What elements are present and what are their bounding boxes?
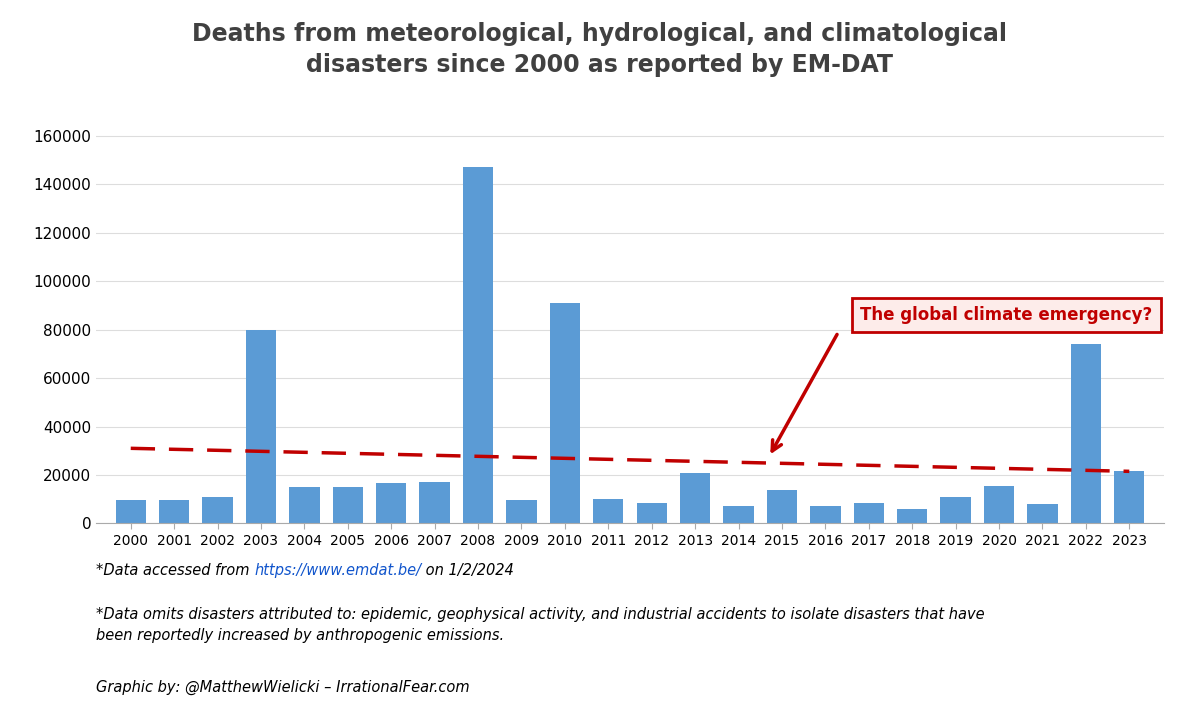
Bar — [984, 486, 1014, 523]
Bar — [115, 500, 146, 523]
Text: *Data accessed from: *Data accessed from — [96, 563, 254, 579]
Bar — [246, 329, 276, 523]
Bar — [767, 489, 797, 523]
Text: on 1/2/2024: on 1/2/2024 — [421, 563, 514, 579]
Bar — [898, 509, 928, 523]
Bar — [941, 497, 971, 523]
Bar — [158, 499, 190, 523]
Bar — [593, 499, 624, 523]
Text: Graphic by: @MatthewWielicki – IrrationalFear.com: Graphic by: @MatthewWielicki – Irrationa… — [96, 680, 469, 695]
Bar — [680, 473, 710, 523]
Bar — [289, 487, 319, 523]
Bar — [376, 483, 407, 523]
Bar — [1114, 471, 1145, 523]
Bar — [463, 167, 493, 523]
Bar — [332, 487, 364, 523]
Bar — [1070, 344, 1102, 523]
Bar — [1027, 504, 1057, 523]
Bar — [203, 497, 233, 523]
Bar — [810, 507, 840, 523]
Text: Deaths from meteorological, hydrological, and climatological
disasters since 200: Deaths from meteorological, hydrological… — [192, 22, 1008, 77]
Bar — [550, 303, 580, 523]
Bar — [506, 500, 536, 523]
Bar — [636, 503, 667, 523]
Bar — [853, 503, 884, 523]
Bar — [724, 507, 754, 523]
Text: The global climate emergency?: The global climate emergency? — [860, 306, 1152, 324]
Bar — [420, 482, 450, 523]
Text: https://www.emdat.be/: https://www.emdat.be/ — [254, 563, 421, 579]
Text: *Data omits disasters attributed to: epidemic, geophysical activity, and industr: *Data omits disasters attributed to: epi… — [96, 607, 985, 643]
